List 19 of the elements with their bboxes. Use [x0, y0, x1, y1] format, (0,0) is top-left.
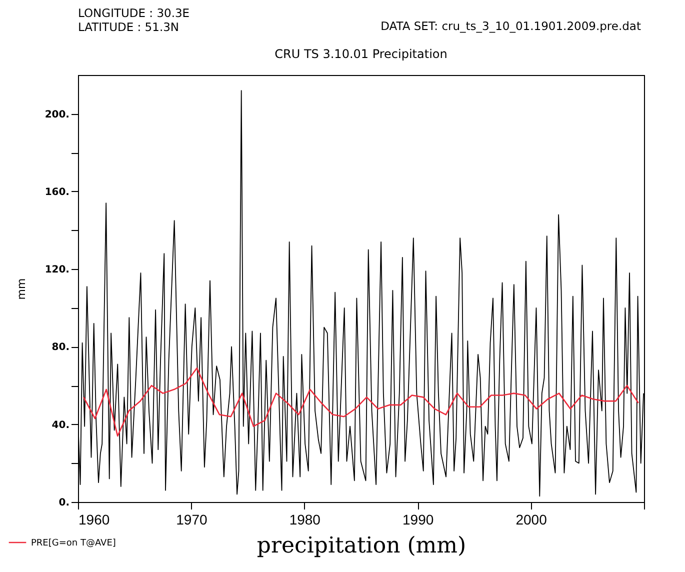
x-tick-label: 1980	[289, 512, 321, 528]
y-tick-label: 160.	[44, 186, 70, 198]
x-tick-label: 1970	[176, 512, 208, 528]
y-tick-label: 80.	[52, 342, 70, 354]
chart-title: CRU TS 3.10.01 Precipitation	[274, 47, 448, 61]
text: LATITUDE : 51.3N	[78, 20, 180, 34]
y-axis-title: mm	[14, 278, 28, 300]
line-series	[83, 367, 639, 437]
text: LONGITUDE : 30.3E	[78, 6, 190, 20]
x-axis-title: precipitation (mm)	[256, 534, 466, 558]
x-tick-label: 2000	[516, 512, 548, 528]
y-tick-label: 120.	[44, 264, 70, 276]
y-tick-label: 0.	[58, 498, 70, 508]
x-tick-label: 1960	[78, 512, 110, 528]
y-tick-label: 200.	[44, 109, 70, 120]
x-tick-label: 1990	[402, 512, 434, 528]
legend-label: PRE[G=on T@AVE]	[31, 538, 116, 548]
y-tick-label: 40.	[52, 420, 70, 431]
text: DATA SET: cru_ts_3_10_01.1901.2009.pre.dat	[380, 19, 641, 33]
